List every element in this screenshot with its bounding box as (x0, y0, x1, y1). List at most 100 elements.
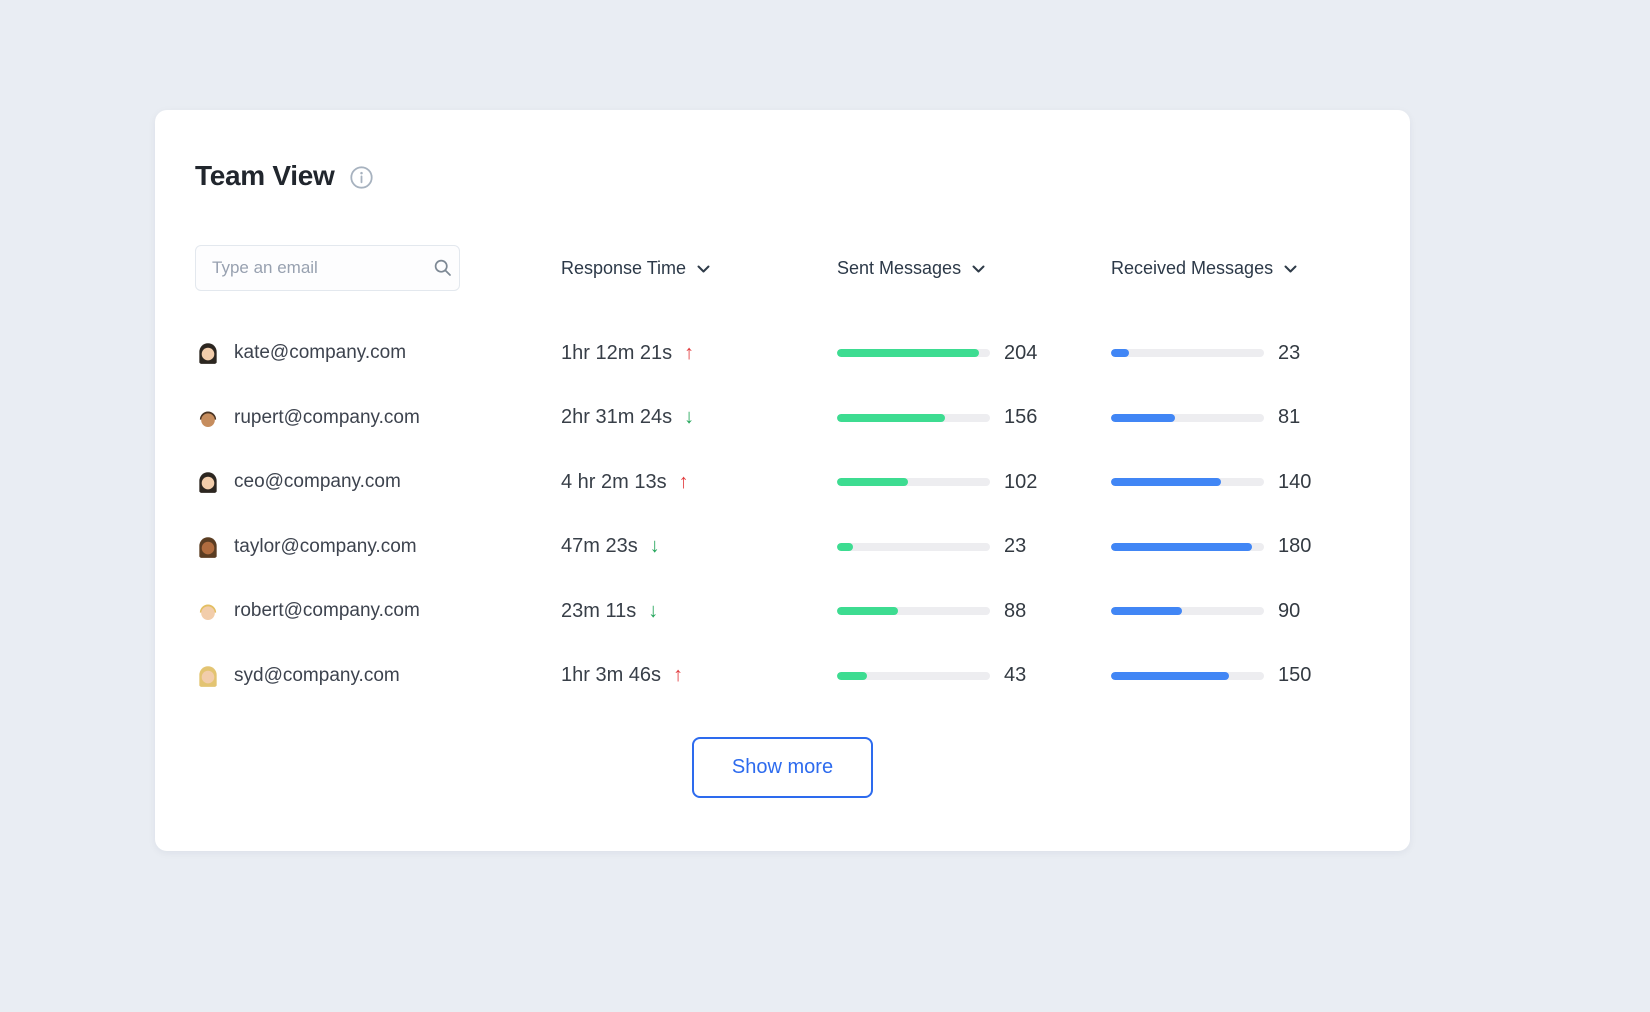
received-value: 81 (1278, 406, 1301, 429)
member-email: robert@company.com (234, 600, 420, 622)
sent-bar-track (837, 542, 990, 551)
sent-messages-cell: 23 (837, 535, 1111, 558)
table-row: syd@company.com 1hr 3m 46s ↑ 43 150 (195, 644, 1370, 709)
member-email: syd@company.com (234, 664, 400, 686)
sent-bar-track (837, 671, 990, 680)
table-header-row: Response Time Sent Messages Received Mes… (195, 245, 1370, 291)
team-view-card: Team View Response Time (155, 110, 1410, 851)
member-email: rupert@company.com (234, 406, 420, 428)
table-row: ceo@company.com 4 hr 2m 13s ↑ 102 140 (195, 450, 1370, 515)
sent-bar-fill (837, 671, 867, 680)
response-time-value: 4 hr 2m 13s (561, 470, 667, 493)
received-bar-fill (1111, 542, 1253, 551)
avatar-woman-light-skin-dark-hair (195, 340, 221, 366)
response-time-cell: 1hr 12m 21s ↑ (561, 342, 837, 365)
column-label: Response Time (561, 257, 687, 278)
sent-bar-fill (837, 607, 899, 616)
trend-up-icon: ↑ (673, 664, 684, 687)
member-cell: ceo@company.com (195, 469, 561, 495)
trend-down-icon: ↓ (648, 599, 659, 622)
response-time-cell: 4 hr 2m 13s ↑ (561, 471, 837, 494)
sent-bar-track (837, 478, 990, 487)
received-bar-track (1111, 542, 1264, 551)
search-input[interactable] (212, 258, 433, 278)
received-messages-cell: 150 (1111, 664, 1370, 687)
response-time-value: 2hr 31m 24s (561, 406, 673, 429)
chevron-down-icon (972, 265, 985, 274)
avatar-man-light-skin-blond-hair (195, 598, 221, 624)
search-icon[interactable] (433, 258, 453, 278)
sent-bar-fill (837, 413, 946, 422)
sent-messages-cell: 204 (837, 342, 1111, 365)
sent-messages-cell: 102 (837, 471, 1111, 494)
response-time-cell: 23m 11s ↓ (561, 600, 837, 623)
column-header-response-time[interactable]: Response Time (561, 258, 710, 279)
member-cell: syd@company.com (195, 663, 561, 689)
show-more-button[interactable]: Show more (692, 737, 873, 798)
trend-up-icon: ↑ (684, 341, 695, 364)
table-row: taylor@company.com 47m 23s ↓ 23 180 (195, 515, 1370, 580)
email-search-box[interactable] (195, 245, 460, 291)
sent-bar-track (837, 413, 990, 422)
response-time-cell: 1hr 3m 46s ↑ (561, 664, 837, 687)
received-messages-cell: 140 (1111, 471, 1370, 494)
received-bar-fill (1111, 671, 1229, 680)
table-row: robert@company.com 23m 11s ↓ 88 90 (195, 579, 1370, 644)
trend-up-icon: ↑ (678, 470, 689, 493)
response-time-value: 47m 23s (561, 535, 638, 558)
avatar-woman-medium-dark-skin-brown-hair (195, 534, 221, 560)
sent-bar-fill (837, 349, 979, 358)
sent-value: 102 (1004, 470, 1038, 493)
member-cell: rupert@company.com (195, 405, 561, 431)
sent-value: 88 (1004, 599, 1027, 622)
card-header: Team View (195, 160, 1370, 192)
card-footer: Show more (195, 737, 1370, 798)
received-value: 90 (1278, 599, 1301, 622)
received-value: 180 (1278, 535, 1312, 558)
member-cell: robert@company.com (195, 598, 561, 624)
sent-messages-cell: 88 (837, 600, 1111, 623)
received-bar-track (1111, 671, 1264, 680)
received-bar-track (1111, 607, 1264, 616)
received-messages-cell: 90 (1111, 600, 1370, 623)
column-header-received-messages[interactable]: Received Messages (1111, 258, 1297, 279)
column-header-sent-messages[interactable]: Sent Messages (837, 258, 985, 279)
sent-messages-cell: 156 (837, 406, 1111, 429)
member-cell: kate@company.com (195, 340, 561, 366)
received-bar-fill (1111, 607, 1182, 616)
received-bar-fill (1111, 478, 1221, 487)
table-row: kate@company.com 1hr 12m 21s ↑ 204 23 (195, 321, 1370, 386)
response-time-cell: 2hr 31m 24s ↓ (561, 406, 837, 429)
response-time-value: 1hr 3m 46s (561, 664, 662, 687)
received-bar-track (1111, 349, 1264, 358)
received-bar-fill (1111, 349, 1130, 358)
sent-value: 43 (1004, 664, 1027, 687)
received-messages-cell: 180 (1111, 535, 1370, 558)
response-time-value: 1hr 12m 21s (561, 341, 673, 364)
received-messages-cell: 23 (1111, 342, 1370, 365)
sent-value: 204 (1004, 341, 1038, 364)
response-time-value: 23m 11s (561, 599, 637, 622)
team-members-table: kate@company.com 1hr 12m 21s ↑ 204 23 ru… (195, 321, 1370, 708)
member-cell: taylor@company.com (195, 534, 561, 560)
info-icon[interactable] (350, 165, 374, 189)
avatar-man-medium-skin-brown-hair (195, 405, 221, 431)
trend-down-icon: ↓ (684, 406, 695, 429)
received-bar-fill (1111, 413, 1175, 422)
member-email: kate@company.com (234, 342, 407, 364)
avatar-woman-light-skin-blond-hair (195, 663, 221, 689)
member-email: taylor@company.com (234, 535, 417, 557)
chevron-down-icon (697, 265, 710, 274)
sent-value: 156 (1004, 406, 1038, 429)
sent-bar-fill (837, 478, 908, 487)
trend-down-icon: ↓ (649, 535, 660, 558)
sent-bar-fill (837, 542, 853, 551)
received-value: 140 (1278, 470, 1312, 493)
sent-value: 23 (1004, 535, 1027, 558)
sent-bar-track (837, 607, 990, 616)
response-time-cell: 47m 23s ↓ (561, 535, 837, 558)
received-value: 23 (1278, 341, 1301, 364)
received-bar-track (1111, 478, 1264, 487)
sent-bar-track (837, 349, 990, 358)
sent-messages-cell: 43 (837, 664, 1111, 687)
